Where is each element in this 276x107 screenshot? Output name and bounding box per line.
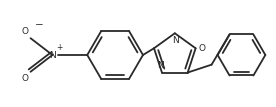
Text: O: O: [199, 44, 206, 53]
Text: N: N: [172, 36, 179, 45]
Text: −: −: [35, 20, 44, 30]
Text: N: N: [158, 61, 164, 70]
Text: +: +: [56, 43, 63, 52]
Text: O: O: [22, 74, 28, 83]
Text: N: N: [49, 51, 56, 60]
Text: O: O: [22, 27, 28, 36]
